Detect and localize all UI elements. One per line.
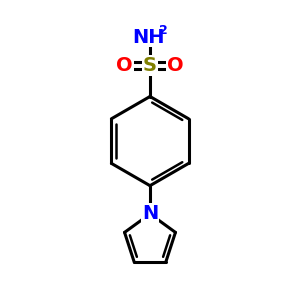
Text: 2: 2 bbox=[159, 24, 167, 37]
Text: N: N bbox=[142, 204, 158, 224]
Text: O: O bbox=[167, 56, 184, 75]
Text: NH: NH bbox=[132, 28, 165, 46]
Text: O: O bbox=[116, 56, 133, 75]
Text: S: S bbox=[143, 56, 157, 75]
